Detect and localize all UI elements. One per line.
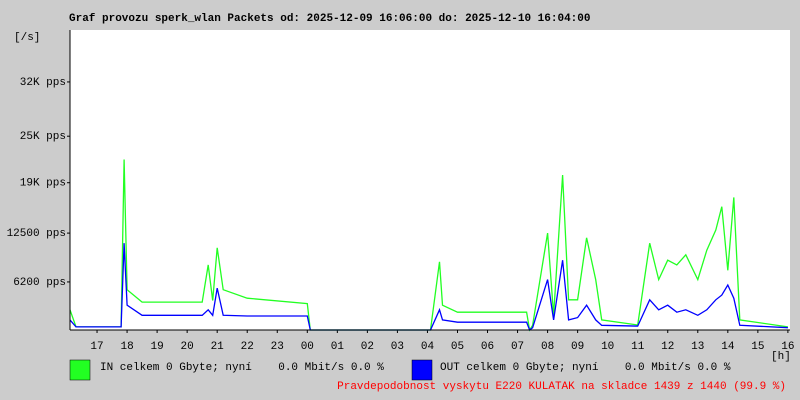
footer-note: Pravdepodobnost vyskytu E220 KULATAK na … bbox=[337, 381, 786, 393]
legend-label: IN celkem 0 Gbyte; nyní 0.0 Mbit/s 0.0 % bbox=[100, 362, 384, 374]
x-tick-label: 05 bbox=[451, 341, 464, 353]
x-tick-label: 13 bbox=[691, 341, 704, 353]
series-line bbox=[69, 243, 788, 332]
x-tick-label: 10 bbox=[601, 341, 614, 353]
x-tick-label: 07 bbox=[511, 341, 524, 353]
x-unit-label: [h] bbox=[771, 351, 791, 363]
x-tick-label: 14 bbox=[721, 341, 735, 353]
y-tick-label: 12500 pps bbox=[7, 228, 66, 240]
legend-swatch bbox=[411, 359, 433, 381]
x-tick-label: 12 bbox=[661, 341, 674, 353]
legend-label: OUT celkem 0 Gbyte; nyní 0.0 Mbit/s 0.0 … bbox=[440, 362, 731, 374]
y-tick-label: 32K pps bbox=[20, 77, 66, 89]
x-tick-label: 18 bbox=[120, 341, 133, 353]
x-tick-label: 01 bbox=[331, 341, 345, 353]
x-tick-label: 23 bbox=[271, 341, 284, 353]
y-unit-label: [/s] bbox=[14, 32, 40, 44]
y-tick-label: 19K pps bbox=[20, 178, 66, 190]
x-tick-label: 04 bbox=[421, 341, 435, 353]
series-line bbox=[69, 159, 788, 332]
x-tick-label: 08 bbox=[541, 341, 554, 353]
legend-swatch bbox=[69, 359, 91, 381]
x-tick-label: 09 bbox=[571, 341, 584, 353]
chart-title: Graf provozu sperk_wlan Packets od: 2025… bbox=[69, 13, 591, 25]
y-tick-label: 6200 pps bbox=[13, 277, 66, 289]
x-tick-label: 00 bbox=[301, 341, 314, 353]
x-tick-label: 20 bbox=[181, 341, 194, 353]
plot-area bbox=[70, 30, 790, 330]
x-tick-label: 19 bbox=[151, 341, 164, 353]
x-tick-label: 11 bbox=[631, 341, 645, 353]
x-tick-label: 02 bbox=[361, 341, 374, 353]
x-tick-label: 03 bbox=[391, 341, 404, 353]
x-tick-label: 17 bbox=[90, 341, 103, 353]
y-tick-label: 25K pps bbox=[20, 131, 66, 143]
x-tick-label: 22 bbox=[241, 341, 254, 353]
x-tick-label: 06 bbox=[481, 341, 494, 353]
x-tick-label: 21 bbox=[211, 341, 225, 353]
x-tick-label: 15 bbox=[751, 341, 764, 353]
x-tick-label: 16 bbox=[781, 341, 794, 353]
